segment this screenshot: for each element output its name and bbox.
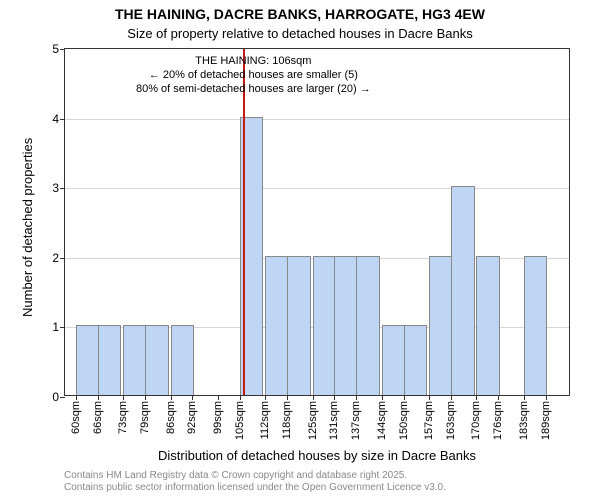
histogram-bar — [313, 256, 337, 395]
gridline — [65, 119, 569, 120]
x-tick-mark — [546, 395, 547, 400]
x-tick-label: 105sqm — [234, 401, 246, 440]
x-tick-mark — [429, 395, 430, 400]
histogram-bar — [98, 325, 122, 395]
y-tick-mark — [60, 119, 65, 120]
x-tick-label: 170sqm — [470, 401, 482, 440]
x-tick-mark — [265, 395, 266, 400]
annotation-line-3: 80% of semi-detached houses are larger (… — [123, 83, 383, 97]
reference-marker — [243, 49, 245, 395]
x-tick-label: 137sqm — [350, 401, 362, 440]
x-tick-mark — [382, 395, 383, 400]
attribution-1: Contains HM Land Registry data © Crown c… — [64, 470, 407, 481]
x-tick-mark — [123, 395, 124, 400]
x-tick-mark — [145, 395, 146, 400]
x-tick-label: 73sqm — [117, 401, 129, 434]
x-tick-label: 118sqm — [281, 401, 293, 439]
x-tick-mark — [240, 395, 241, 400]
annotation-line-1: THE HAINING: 106sqm — [123, 55, 383, 69]
x-tick-mark — [313, 395, 314, 400]
histogram-bar — [287, 256, 311, 395]
histogram-bar — [171, 325, 195, 395]
x-tick-label: 176sqm — [492, 401, 504, 440]
x-tick-mark — [498, 395, 499, 400]
x-tick-label: 183sqm — [518, 401, 530, 440]
x-tick-label: 99sqm — [212, 401, 224, 434]
x-tick-label: 131sqm — [328, 401, 340, 440]
x-tick-mark — [287, 395, 288, 400]
x-tick-mark — [192, 395, 193, 400]
y-tick-label: 4 — [52, 112, 59, 126]
x-tick-mark — [476, 395, 477, 400]
y-tick-mark — [60, 49, 65, 50]
y-axis-label: Number of detached properties — [20, 138, 35, 317]
x-tick-label: 189sqm — [540, 401, 552, 440]
histogram-bar — [265, 256, 289, 395]
x-tick-mark — [218, 395, 219, 400]
x-tick-mark — [404, 395, 405, 400]
gridline — [65, 188, 569, 189]
histogram-bar — [404, 325, 428, 395]
x-tick-label: 66sqm — [92, 401, 104, 434]
x-tick-label: 150sqm — [398, 401, 410, 440]
x-tick-label: 60sqm — [70, 401, 82, 434]
histogram-bar — [451, 186, 475, 395]
y-tick-label: 0 — [52, 390, 59, 404]
x-tick-label: 144sqm — [376, 401, 388, 440]
x-tick-mark — [98, 395, 99, 400]
y-tick-mark — [60, 397, 65, 398]
histogram-bar — [476, 256, 500, 395]
x-axis-label: Distribution of detached houses by size … — [64, 448, 570, 463]
x-tick-label: 86sqm — [165, 401, 177, 434]
histogram-bar — [76, 325, 100, 395]
x-tick-label: 79sqm — [139, 401, 151, 434]
annotation-line-2: ← 20% of detached houses are smaller (5) — [123, 69, 383, 83]
histogram-bar — [123, 325, 147, 395]
chart-title: THE HAINING, DACRE BANKS, HARROGATE, HG3… — [0, 6, 600, 22]
x-tick-mark — [451, 395, 452, 400]
y-tick-mark — [60, 188, 65, 189]
annotation-box: THE HAINING: 106sqm← 20% of detached hou… — [123, 55, 383, 96]
histogram-bar — [429, 256, 453, 395]
y-tick-mark — [60, 258, 65, 259]
x-tick-mark — [171, 395, 172, 400]
y-tick-mark — [60, 327, 65, 328]
x-tick-label: 92sqm — [186, 401, 198, 434]
x-tick-mark — [524, 395, 525, 400]
x-tick-label: 112sqm — [259, 401, 271, 439]
y-tick-label: 5 — [52, 42, 59, 56]
histogram-bar — [356, 256, 380, 395]
attribution-2: Contains public sector information licen… — [64, 482, 446, 493]
plot-area: 01234560sqm66sqm73sqm79sqm86sqm92sqm99sq… — [64, 48, 570, 396]
chart-container: THE HAINING, DACRE BANKS, HARROGATE, HG3… — [0, 0, 600, 500]
y-tick-label: 1 — [52, 320, 59, 334]
histogram-bar — [382, 325, 406, 395]
y-tick-label: 2 — [52, 251, 59, 265]
x-tick-mark — [76, 395, 77, 400]
x-tick-label: 163sqm — [445, 401, 457, 440]
y-tick-label: 3 — [52, 181, 59, 195]
x-tick-label: 157sqm — [423, 401, 435, 440]
x-tick-mark — [334, 395, 335, 400]
histogram-bar — [334, 256, 358, 395]
x-tick-mark — [356, 395, 357, 400]
x-tick-label: 125sqm — [307, 401, 319, 440]
histogram-bar — [524, 256, 548, 395]
chart-subtitle: Size of property relative to detached ho… — [0, 26, 600, 41]
histogram-bar — [145, 325, 169, 395]
